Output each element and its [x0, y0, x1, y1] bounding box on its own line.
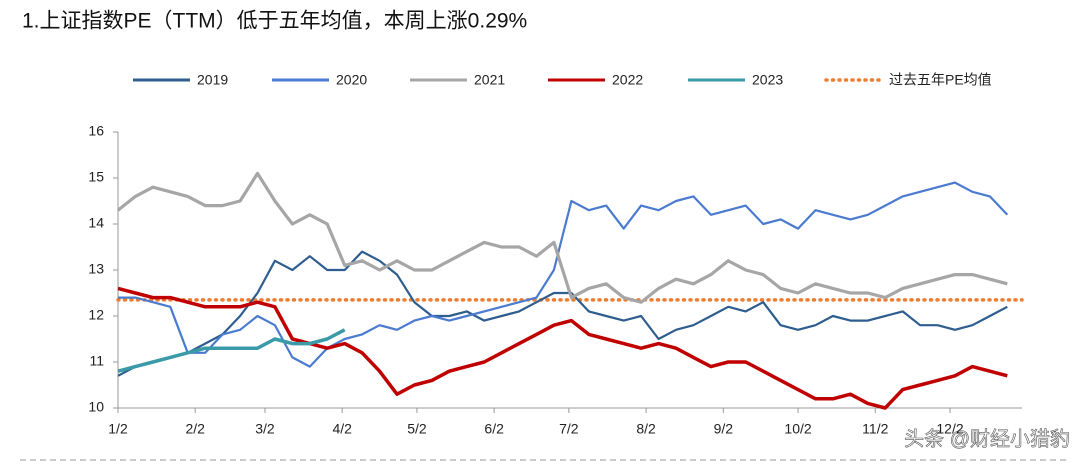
series-line [118, 181, 1009, 368]
x-tick-label: 1/2 [108, 421, 128, 437]
legend-label: 过去五年PE均值 [889, 72, 992, 88]
chart-title: 1.上证指数PE（TTM）低于五年均值，本周上涨0.29% [22, 10, 527, 33]
series-line [117, 171, 1008, 304]
x-tick-label: 10/2 [784, 421, 811, 437]
legend-label: 2022 [612, 72, 643, 88]
legend-label: 2021 [474, 72, 505, 88]
x-tick-label: 11/2 [862, 421, 888, 437]
x-tick-label: 2/2 [185, 421, 205, 437]
y-tick-label: 15 [88, 169, 104, 185]
x-tick-label: 7/2 [559, 421, 579, 437]
x-tick-label: 6/2 [484, 421, 504, 437]
series-line [117, 250, 1008, 377]
y-tick-label: 11 [89, 353, 104, 369]
plot [116, 171, 1024, 410]
legend-label: 2023 [752, 72, 783, 88]
x-tick-label: 5/2 [407, 421, 427, 437]
x-tick-label: 9/2 [714, 421, 734, 437]
x-tick-label: 3/2 [255, 421, 275, 437]
series-line [117, 286, 1008, 410]
legend-label: 2020 [336, 72, 367, 88]
x-tick-label: 8/2 [636, 421, 656, 437]
x-tick-label: 12/2 [936, 421, 963, 437]
y-tick-label: 14 [88, 215, 104, 231]
x-tick-label: 4/2 [332, 421, 352, 437]
legend-label: 2019 [197, 72, 228, 88]
watermark: 头条 @财经小猎豹 [904, 427, 1070, 450]
y-tick-label: 16 [88, 123, 104, 139]
y-tick-label: 13 [88, 261, 104, 277]
y-tick-label: 12 [88, 307, 104, 323]
y-tick-label: 10 [88, 399, 104, 415]
series-line [117, 328, 346, 373]
legend: 2019 2020 2021 2022 2023 过去五年PE均值 [133, 72, 992, 88]
